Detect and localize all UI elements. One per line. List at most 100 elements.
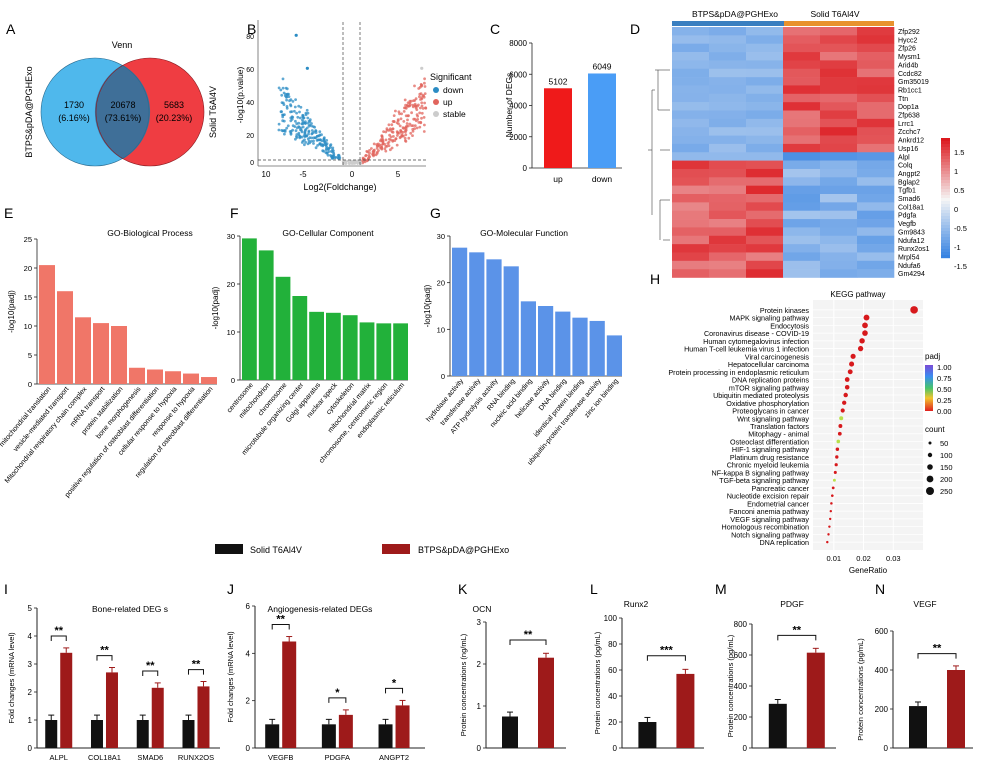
scale-segment <box>941 219 950 223</box>
heatmap-dendrogram <box>648 69 670 241</box>
volcano-point <box>419 98 422 101</box>
kegg-pathway-label: Coronavirus disease - COVID-19 <box>704 329 809 338</box>
heatmap-cell <box>672 135 710 145</box>
kegg-title: KEGG pathway <box>830 290 885 299</box>
volcano-plot <box>277 33 428 166</box>
volcano-point <box>293 109 296 113</box>
volcano-point <box>395 143 399 147</box>
bottom-ylabel: Protein concentrations (pg/mL) <box>593 631 602 734</box>
heatmap-gene-label: Mysm1 <box>898 54 921 61</box>
volcano-point <box>366 150 370 154</box>
heatmap-cell <box>783 219 821 228</box>
bottom-ytick-label: 40 <box>608 692 617 701</box>
volcano-point <box>406 104 410 108</box>
heatmap-cell <box>857 77 895 86</box>
heatmap-cell <box>672 152 710 161</box>
heatmap-cell <box>783 110 821 120</box>
heatmap-cell <box>672 60 710 70</box>
bottom-ytick-label: 5 <box>28 604 33 613</box>
heatmap-cell <box>857 202 895 211</box>
volcano-point <box>377 149 380 152</box>
kegg-dot <box>862 322 868 329</box>
kegg-pathway-label: DNA replication proteins <box>732 376 810 385</box>
bar-exo <box>105 672 118 748</box>
bottom-row-charts: I Bone-related DEG s 0 1 2 3 4 5 Fold changes (m… <box>4 581 973 762</box>
bottom-ytick-label: 0 <box>246 744 251 753</box>
volcano-point <box>371 153 375 157</box>
kegg-pathway-label: Proteoglycans in cancer <box>732 407 809 416</box>
volcano-point <box>297 104 301 108</box>
heatmap-cell <box>820 85 858 95</box>
volcano-point <box>399 117 403 121</box>
heatmap-gene-label: Gm9843 <box>898 229 925 236</box>
heatmap-gene-label: Ankrd12 <box>898 138 924 145</box>
heatmap-gene-label: Smad6 <box>898 196 920 203</box>
c-ytick-label: 8000 <box>509 39 527 48</box>
volcano-point <box>325 139 329 142</box>
volcano-point <box>303 143 306 147</box>
volcano-point <box>311 131 314 135</box>
volcano-legend-down: down <box>443 85 464 95</box>
volcano-point <box>282 119 286 123</box>
heatmap-cell <box>709 35 747 44</box>
bottom-ylabel: Fold changes (mRNA level) <box>226 631 235 723</box>
go-bar <box>39 265 55 384</box>
go-bar <box>258 250 274 380</box>
go-bar <box>486 259 502 376</box>
heatmap-gene-label: Colq <box>898 163 913 170</box>
heatmap-cell <box>746 235 784 245</box>
heatmap-cell <box>820 244 858 253</box>
heatmap-cell <box>672 118 710 128</box>
go-bar <box>572 317 588 376</box>
bar-exo <box>676 673 695 748</box>
heatmap-cell <box>746 68 784 78</box>
scale-segment <box>941 171 950 175</box>
heatmap-cell <box>672 260 710 270</box>
heatmap-cell <box>709 185 747 195</box>
bottom-category-label: ALPL <box>50 753 68 762</box>
kegg-pathway-label: Chronic myeloid leukemia <box>727 461 809 470</box>
heatmap-cell <box>820 77 858 86</box>
volcano-point <box>327 150 331 153</box>
kegg-dot <box>832 478 836 482</box>
panel-k-chart: K OCN 0 1 2 3 Protein concentrations (ng/mL) ** <box>458 581 566 753</box>
volcano-point <box>297 126 301 129</box>
heatmap-cell <box>746 260 784 270</box>
scale-tick: 0 <box>954 205 958 214</box>
volcano-point <box>285 126 289 130</box>
volcano-point <box>418 85 422 89</box>
scale-segment <box>941 210 950 214</box>
volcano-point <box>403 126 407 130</box>
sig-label: ** <box>276 613 285 625</box>
count-dot-150 <box>927 464 933 470</box>
volcano-point <box>391 127 395 131</box>
kegg-xtick: 0.01 <box>827 554 842 563</box>
bottom-category-label: COL18A1 <box>88 753 121 762</box>
kegg-pathway-label: Fanconi anemia pathway <box>729 507 809 516</box>
kegg-xlabel: GeneRatio <box>849 566 888 575</box>
ytick-label: 10 <box>227 328 235 337</box>
volcano-point <box>389 135 393 139</box>
panel-f: F GO-Cellular Component 0102030centrosom… <box>211 205 408 465</box>
volcano-point <box>306 116 310 120</box>
go-bar <box>376 323 392 380</box>
kegg-dot <box>836 439 841 444</box>
volcano-point <box>301 114 305 118</box>
volcano-point <box>381 139 385 143</box>
panel-e: E GO-Biological Process 0510152025mitoch… <box>0 205 217 499</box>
heatmap-cell <box>820 194 858 203</box>
heatmap-cell <box>672 68 710 78</box>
bar-exo <box>282 641 297 748</box>
volcano-point <box>307 132 310 136</box>
go-bar <box>520 301 536 376</box>
volcano-point <box>422 116 426 119</box>
scale-segment <box>941 237 950 241</box>
panel-c: C 0 2000 4000 6000 8000 5102 up 6049 down Number … <box>490 21 622 184</box>
volcano-xtick-4: 5 <box>396 170 401 179</box>
c-bar-value: 5102 <box>549 76 568 86</box>
deg-bar-chart: 0 2000 4000 6000 8000 5102 up 6049 down Number of… <box>504 39 622 184</box>
volcano-point <box>384 138 388 142</box>
volcano-legend-title: Significant <box>430 72 472 82</box>
heatmap-cell <box>857 269 895 278</box>
venn-overlap <box>94 64 151 160</box>
